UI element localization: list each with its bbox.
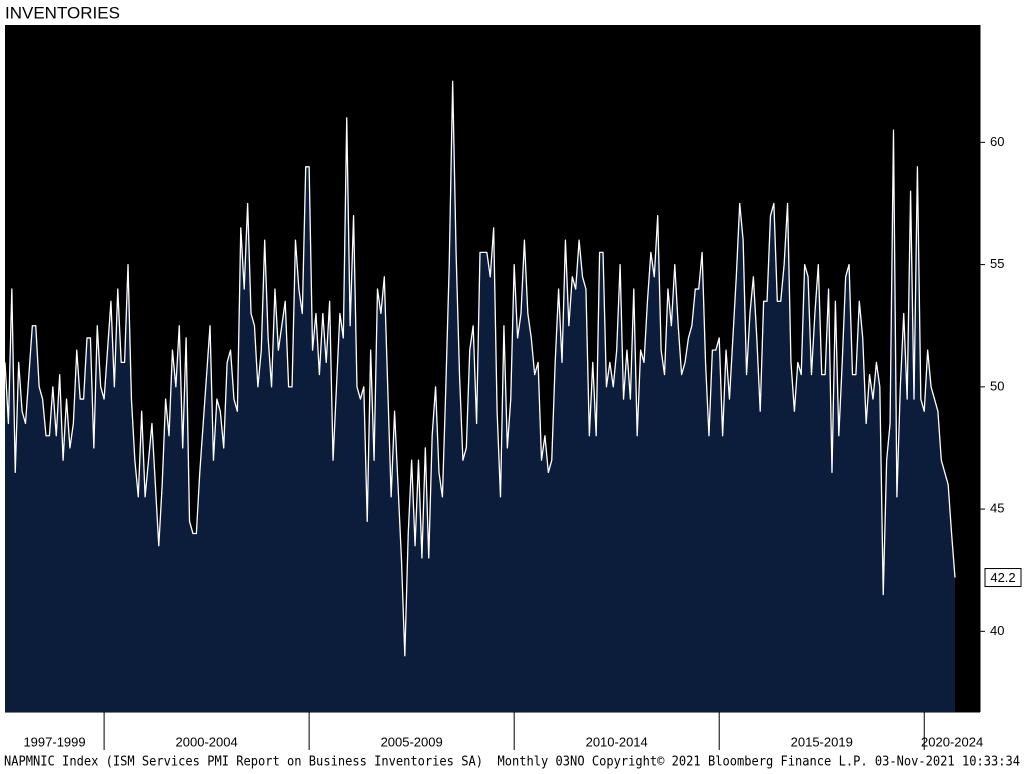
x-tick-label: 1997-1999	[23, 734, 85, 749]
line	[4, 80, 956, 657]
y-tick-label: 40	[990, 623, 1004, 638]
x-tick-label: 2015-2019	[791, 734, 853, 749]
x-tick-label: 2020-2024	[921, 734, 983, 749]
area	[5, 81, 955, 713]
y-tick-label: 50	[990, 378, 1004, 393]
chart-title: INVENTORIES	[5, 3, 120, 22]
y-tick-label: 60	[990, 134, 1004, 149]
x-tick-label: 2005-2009	[381, 734, 443, 749]
y-tick-label: 45	[990, 501, 1004, 516]
last-value-box	[984, 568, 1022, 588]
x-tick-label: 2000-2004	[176, 734, 238, 749]
last-value-label: 42.2	[990, 570, 1015, 585]
y-tick-label: 55	[990, 256, 1004, 271]
x-tick-label: 2010-2014	[586, 734, 648, 749]
footer: NAPMNIC Index (ISM Services PMI Report o…	[4, 755, 1020, 770]
